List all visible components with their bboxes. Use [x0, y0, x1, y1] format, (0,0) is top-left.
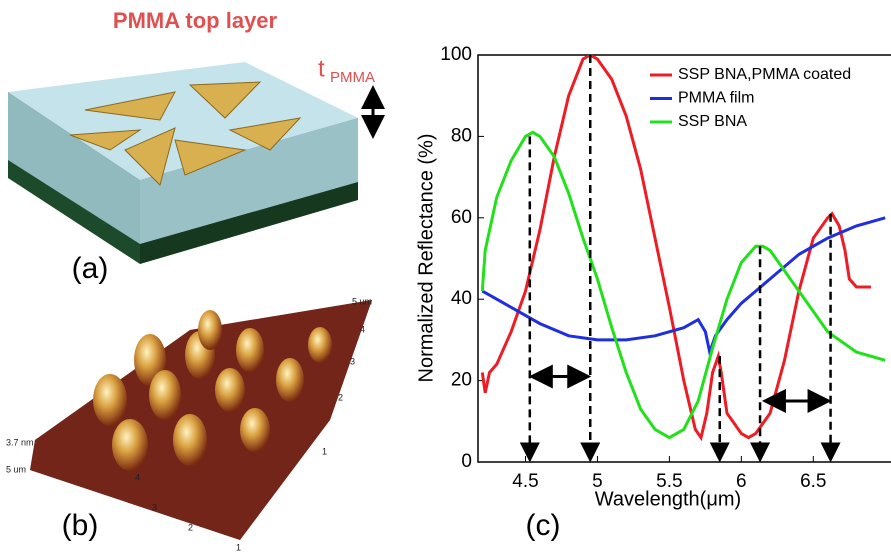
device-illustration [8, 62, 373, 264]
panel-a-title: PMMA top layer [113, 8, 278, 33]
afm-tick: 1 [236, 542, 241, 552]
legend-label: SSP BNA,PMMA coated [678, 66, 851, 83]
y-tick-label: 0 [461, 451, 472, 472]
afm-axis-unit: 5 um [352, 296, 372, 306]
afm-tick: 2 [338, 392, 343, 402]
x-tick-label: 4.5 [512, 471, 538, 492]
y-tick-label: 80 [451, 125, 472, 146]
y-tick-label: 100 [440, 44, 472, 65]
x-tick-label: 6.5 [800, 471, 826, 492]
afm-axis-unit: 5 um [6, 464, 26, 474]
y-tick-label: 60 [451, 207, 472, 228]
thickness-label: t [318, 55, 325, 82]
afm-tick: 2 [188, 522, 193, 532]
afm-tick: 3 [152, 502, 157, 512]
afm-tick: 4 [135, 472, 140, 482]
panel-label: (a) [72, 252, 109, 285]
afm-tick: 3 [350, 356, 355, 366]
y-tick-label: 20 [451, 370, 472, 391]
figure: PMMA top layer t PMMA (a) (b) 3.7 nm 5 u… [0, 0, 891, 554]
x-tick-label: 5.5 [656, 471, 682, 492]
afm-z-label: 3.7 nm [6, 437, 34, 447]
afm-tick: 4 [360, 324, 365, 334]
thickness-sub: PMMA [330, 69, 375, 86]
series-line [482, 218, 885, 352]
afm-surface [30, 300, 372, 540]
x-tick-label: 6 [736, 471, 747, 492]
afm-tick: 1 [322, 446, 327, 456]
series-line [482, 132, 885, 437]
panel-label: (b) [62, 509, 99, 542]
y-tick-label: 40 [451, 288, 472, 309]
y-axis-label: Normalized Reflectance (%) [415, 134, 437, 383]
panel-label: (c) [526, 509, 561, 542]
legend-label: SSP BNA [678, 113, 747, 130]
page: {"panel_a": {"title": "PMMA top layer", … [0, 0, 891, 554]
x-tick-label: 5 [592, 471, 603, 492]
legend-label: PMMA film [678, 90, 754, 107]
